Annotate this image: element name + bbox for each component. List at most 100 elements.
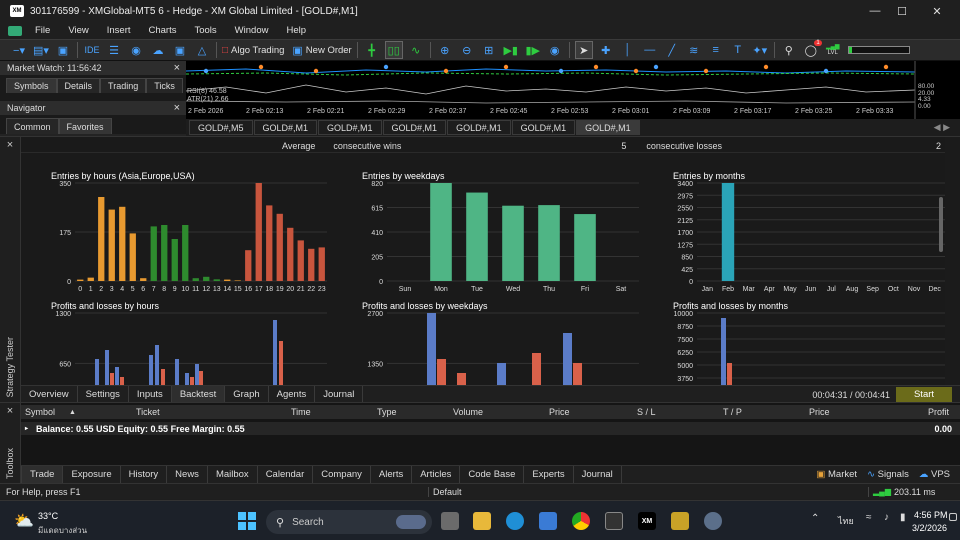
tab-alerts[interactable]: Alerts [371, 466, 413, 483]
tab-journal[interactable]: Journal [574, 466, 622, 483]
indicators-icon[interactable]: ▣ [57, 44, 69, 57]
maximize-button[interactable]: ☐ [897, 5, 907, 18]
close-icon[interactable]: × [173, 102, 180, 114]
scroll-chart-icon[interactable]: ▶▮ [503, 44, 518, 57]
chart-tab[interactable]: GOLD#,M1 [253, 120, 318, 135]
tab-trade[interactable]: Trade [21, 466, 64, 483]
chart-tab[interactable]: GOLD#,M5 [189, 120, 253, 135]
column-header[interactable]: Price [809, 407, 830, 417]
menu-insert[interactable]: Insert [106, 25, 131, 36]
new-order-button[interactable]: ▣ New Order [292, 44, 352, 57]
weather-icon[interactable]: ⛅ [14, 513, 34, 530]
screenshot-icon[interactable]: ◉ [549, 44, 560, 57]
tab-symbols[interactable]: Symbols [6, 78, 57, 93]
column-header[interactable]: Type [377, 407, 397, 417]
close-icon[interactable]: × [6, 405, 14, 417]
app-menu-icon[interactable] [8, 25, 22, 36]
tab-history[interactable]: History [121, 466, 168, 483]
vertical-line-icon[interactable]: │ [624, 44, 632, 56]
close-icon[interactable]: × [6, 139, 14, 151]
signals-link[interactable]: ∿ Signals [867, 469, 909, 480]
tab-settings[interactable]: Settings [78, 386, 129, 403]
menu-window[interactable]: Window [234, 25, 269, 36]
vps-link[interactable]: ☁ VPS [918, 469, 950, 480]
windows-start-icon[interactable] [238, 512, 256, 530]
column-header[interactable]: T / P [723, 407, 742, 417]
tab-company[interactable]: Company [313, 466, 371, 483]
column-header[interactable]: S / L [637, 407, 656, 417]
tab-graph[interactable]: Graph [225, 386, 269, 403]
tab-trading[interactable]: Trading [100, 78, 147, 93]
tab-calendar[interactable]: Calendar [258, 466, 314, 483]
column-header[interactable]: Price [549, 407, 570, 417]
column-header[interactable]: Time [291, 407, 311, 417]
chart-tab-active[interactable]: GOLD#,M1 [576, 120, 640, 135]
clock-time[interactable]: 4:56 PM [914, 510, 948, 520]
horizontal-line-icon[interactable]: — [644, 44, 656, 56]
tab-agents[interactable]: Agents [269, 386, 316, 403]
tab-mailbox[interactable]: Mailbox [208, 466, 258, 483]
news-icon[interactable]: ☰ [109, 44, 119, 57]
tab-journal[interactable]: Journal [315, 386, 364, 403]
signals-icon[interactable]: ◉ [131, 44, 141, 57]
market-icon[interactable]: △ [197, 44, 207, 57]
tray-chevron-icon[interactable]: ⌃ [811, 513, 820, 524]
tab-articles[interactable]: Articles [412, 466, 461, 483]
tab-details[interactable]: Details [56, 78, 101, 93]
tab-backtest[interactable]: Backtest [171, 386, 226, 403]
tab-code-base[interactable]: Code Base [460, 466, 525, 483]
price-chart[interactable]: RSI(8) 46.58 ATR(21) 2.66 80.00 20.00 4.… [186, 61, 960, 119]
scrollbar[interactable] [939, 197, 943, 252]
crosshair-icon[interactable]: ✚ [601, 44, 611, 57]
chart-tab[interactable]: GOLD#,M1 [382, 120, 447, 135]
cursor-icon[interactable]: ➤ [574, 41, 593, 59]
level-icon[interactable]: ▂▄▆ LVL [825, 44, 840, 56]
file-explorer-icon[interactable] [473, 512, 491, 530]
settings-icon[interactable] [704, 512, 722, 530]
balance-row[interactable]: ▸ Balance: 0.55 USD Equity: 0.55 Free Ma… [21, 422, 960, 435]
tile-windows-icon[interactable]: ⊞ [484, 44, 494, 57]
market-link[interactable]: ▣ Market [816, 469, 858, 480]
tab-overview[interactable]: Overview [21, 386, 78, 403]
task-view-icon[interactable] [441, 512, 459, 530]
text-icon[interactable]: T [734, 44, 742, 56]
zoom-out-icon[interactable]: ⊖ [462, 44, 472, 57]
notifications-icon[interactable]: ◯ 1 [804, 40, 822, 57]
chrome-icon[interactable] [572, 512, 590, 530]
bar-chart-icon[interactable]: ╋ [368, 44, 376, 57]
minimize-button[interactable]: — [869, 5, 881, 17]
menu-help[interactable]: Help [286, 25, 307, 36]
start-button[interactable]: Start [896, 386, 952, 403]
column-header[interactable]: Profit [928, 407, 950, 417]
line-chart-icon[interactable]: ∿ [411, 44, 421, 57]
ide-button[interactable]: IDE [84, 45, 100, 55]
edge-icon[interactable] [506, 512, 524, 530]
tab-common[interactable]: Common [6, 118, 59, 134]
wifi-icon[interactable]: ≈ [866, 512, 872, 523]
menu-charts[interactable]: Charts [148, 25, 177, 36]
chart-shift-icon[interactable]: ▮▶ [525, 44, 540, 57]
close-icon[interactable]: × [173, 62, 180, 74]
tab-exposure[interactable]: Exposure [63, 466, 121, 483]
clock-date[interactable]: 3/2/2026 [912, 523, 948, 533]
office-app-icon[interactable] [671, 512, 689, 530]
candlestick-icon[interactable]: ▯▯ [384, 41, 403, 59]
chart-tab[interactable]: GOLD#,M1 [318, 120, 382, 135]
tab-experts[interactable]: Experts [524, 466, 574, 483]
shapes-icon[interactable]: ✦▾ [752, 44, 768, 57]
notification-center-icon[interactable] [949, 513, 957, 521]
close-button[interactable]: ✕ [932, 5, 942, 18]
search-icon[interactable]: ⚲ [784, 44, 793, 57]
fibonacci-icon[interactable]: ≡ [712, 44, 719, 56]
search-box[interactable]: ⚲ Search [266, 510, 432, 534]
templates-icon[interactable]: ▤▾ [33, 44, 49, 57]
chart-tab[interactable]: GOLD#,M1 [447, 120, 511, 135]
column-header[interactable]: Ticket [136, 407, 160, 417]
tab-scroll-arrows[interactable]: ◀ ▶ [933, 122, 950, 132]
volume-icon[interactable]: ♪ [884, 512, 889, 523]
language-indicator[interactable]: ไทย [838, 516, 854, 526]
menu-tools[interactable]: Tools [194, 25, 217, 36]
menu-file[interactable]: File [35, 25, 51, 36]
cloud-icon[interactable]: ☁ [152, 44, 164, 57]
zoom-in-icon[interactable]: ⊕ [440, 44, 450, 57]
